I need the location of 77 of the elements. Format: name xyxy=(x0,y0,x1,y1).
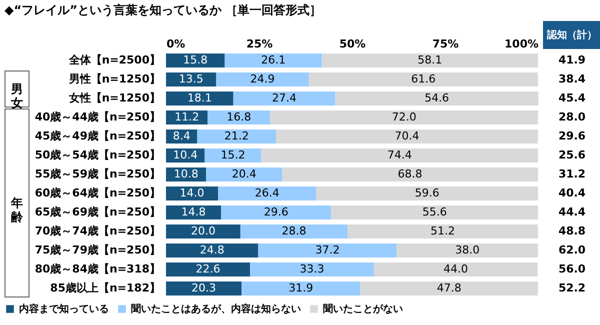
text: 28.0 xyxy=(558,110,586,124)
data-label: 29.6 xyxy=(264,206,288,218)
y-tick-label: 女性【n=1250】 xyxy=(68,92,160,104)
data-label: 26.1 xyxy=(261,54,286,66)
y-tick-label: 全体【n=2500】 xyxy=(68,54,160,66)
text: 40.4 xyxy=(558,186,586,200)
text: 45.4 xyxy=(558,92,586,104)
data-label: 11.2 xyxy=(174,110,200,124)
text: 年齢 xyxy=(10,196,24,224)
data-label: 20.3 xyxy=(192,282,216,294)
y-tick-label: 65歳～69歳【n=250】 xyxy=(34,206,160,218)
y-tick-label: 60歳～64歳【n=250】 xyxy=(34,186,160,200)
data-label: 70.4 xyxy=(394,130,420,142)
data-label: 20.0 xyxy=(190,224,216,238)
data-label: 31.9 xyxy=(288,282,314,294)
data-label: 58.1 xyxy=(418,54,442,66)
data-label: 10.8 xyxy=(174,168,198,180)
data-label: 10.4 xyxy=(173,148,198,162)
text: 48.8 xyxy=(558,224,586,238)
data-label: 15.2 xyxy=(220,148,246,162)
legend-label: 聞いたことがない xyxy=(323,303,403,315)
data-label: 38.0 xyxy=(455,244,480,256)
data-label: 47.8 xyxy=(436,282,462,294)
text: 男女 xyxy=(10,82,23,110)
x-tick-label: 50% xyxy=(339,38,366,50)
data-label: 24.8 xyxy=(200,244,224,256)
data-label: 74.4 xyxy=(387,148,412,162)
x-tick-label: 25% xyxy=(246,38,273,50)
text: 29.6 xyxy=(558,130,586,142)
data-label: 51.2 xyxy=(430,224,456,238)
x-tick-label: 75% xyxy=(432,38,459,50)
y-tick-label: 男性【n=1250】 xyxy=(68,72,160,86)
text: 41.9 xyxy=(558,54,586,66)
data-label: 72.0 xyxy=(392,110,416,124)
text: 25.6 xyxy=(558,148,586,162)
text: 62.0 xyxy=(558,244,586,256)
data-label: 18.1 xyxy=(187,92,212,104)
data-label: 14.8 xyxy=(181,206,206,218)
text: 52.2 xyxy=(558,282,586,294)
data-label: 26.4 xyxy=(254,186,280,200)
chart-title: ◆“フレイル”という言葉を知っているか ［単一回答形式］ xyxy=(4,3,322,17)
data-label: 20.4 xyxy=(232,168,256,180)
y-tick-label: 55歳～59歳【n=250】 xyxy=(34,168,160,180)
data-label: 27.4 xyxy=(272,92,297,104)
y-tick-label: 40歳～44歳【n=250】 xyxy=(34,110,160,124)
y-tick-label: 75歳～79歳【n=250】 xyxy=(34,244,160,256)
data-label: 33.3 xyxy=(300,262,324,276)
data-label: 15.8 xyxy=(183,54,208,66)
data-label: 61.6 xyxy=(411,72,436,86)
x-tick-label: 100% xyxy=(504,38,538,50)
x-tick-label: 0% xyxy=(166,38,186,50)
data-label: 8.4 xyxy=(172,130,190,142)
data-label: 16.8 xyxy=(226,110,252,124)
text: 認知（計） xyxy=(546,29,597,41)
text: 56.0 xyxy=(558,262,586,276)
y-tick-label: 80歳～84歳【n=318】 xyxy=(34,262,160,276)
text: 31.2 xyxy=(558,168,586,180)
legend-label: 内容まで知っている xyxy=(19,303,109,315)
y-tick-label: 85歳以上【n=182】 xyxy=(50,282,160,294)
data-label: 55.6 xyxy=(422,206,447,218)
y-tick-label: 45歳～49歳【n=250】 xyxy=(34,130,160,142)
data-label: 44.0 xyxy=(444,262,468,276)
legend-label: 聞いたことはあるが、内容は知らない xyxy=(131,303,301,315)
data-label: 24.9 xyxy=(250,72,275,86)
data-label: 37.2 xyxy=(315,244,340,256)
data-label: 59.6 xyxy=(414,186,440,200)
text: 44.4 xyxy=(558,206,586,218)
data-label: 68.8 xyxy=(398,168,422,180)
data-label: 14.0 xyxy=(180,186,204,200)
data-label: 22.6 xyxy=(196,262,220,276)
data-label: 54.6 xyxy=(424,92,450,104)
data-label: 21.2 xyxy=(224,130,249,142)
text: 38.4 xyxy=(558,72,586,86)
y-tick-label: 50歳～54歳【n=250】 xyxy=(34,148,160,162)
y-tick-label: 70歳～74歳【n=250】 xyxy=(34,224,160,238)
data-label: 13.5 xyxy=(178,72,204,86)
data-label: 28.8 xyxy=(282,224,306,238)
